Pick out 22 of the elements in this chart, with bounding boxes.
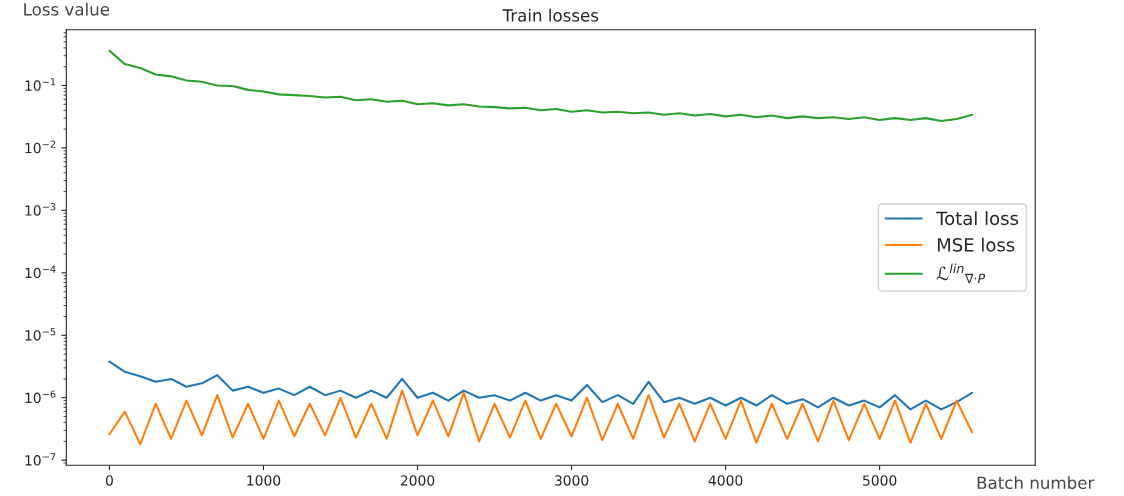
y-tick-label: 10$^{−5}$ — [25, 328, 56, 341]
y-tick-label: 10$^{−6}$ — [25, 390, 56, 404]
y-tick-label: 10$^{−4}$ — [25, 265, 56, 279]
x-axis-title: Batch number — [977, 476, 1095, 490]
y-tick-label: 10$^{−7}$ — [25, 452, 56, 466]
legend-label: ℒ$^{lin}$$_{∇·P}$ — [936, 263, 986, 283]
y-tick-label: 10$^{−2}$ — [25, 140, 56, 154]
y-tick-label: 10$^{−3}$ — [25, 203, 56, 216]
legend-label: Total loss — [936, 211, 1019, 226]
x-tick-label: 3000 — [554, 475, 589, 486]
y-tick-label: 10$^{−1}$ — [25, 78, 56, 91]
x-tick-label: 2000 — [400, 475, 435, 486]
line-series — [108, 49, 974, 123]
x-tick-label: 0 — [105, 475, 113, 486]
line-series — [108, 360, 974, 411]
x-tick-label: 5000 — [863, 475, 897, 486]
y-axis-title: Loss value — [24, 2, 110, 16]
line-series — [108, 389, 974, 446]
x-tick-label: 4000 — [708, 475, 743, 486]
x-tick-label: 1000 — [247, 475, 281, 486]
chart-title: Train losses — [502, 8, 599, 22]
legend-label: MSE loss — [937, 237, 1015, 252]
